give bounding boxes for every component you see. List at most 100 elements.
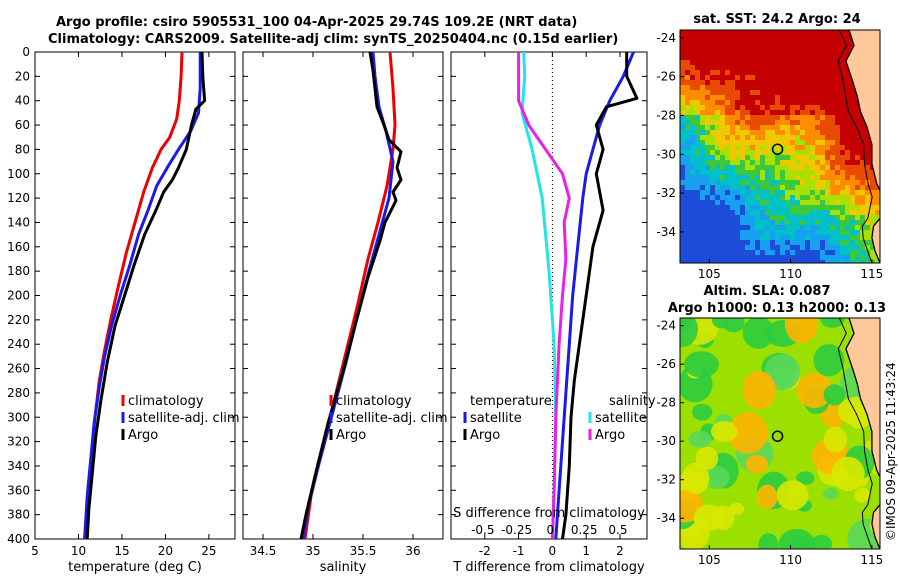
sst-cell	[715, 245, 720, 250]
sst-cell	[765, 125, 770, 130]
sst-cell	[800, 90, 805, 95]
sst-cell	[770, 245, 775, 250]
sst-cell	[780, 135, 785, 140]
sst-cell	[740, 235, 745, 240]
sst-cell	[710, 65, 715, 70]
sst-cell	[710, 215, 715, 220]
sst-cell	[825, 235, 830, 240]
sst-cell	[690, 135, 695, 140]
sst-cell	[745, 80, 750, 85]
sst-cell	[770, 90, 775, 95]
depth-tick-label: 340	[7, 459, 30, 473]
sst-cell	[750, 70, 755, 75]
sst-cell	[840, 170, 845, 175]
sst-cell	[865, 205, 870, 210]
sst-cell	[855, 225, 860, 230]
sst-cell	[700, 245, 705, 250]
sst-cell	[750, 235, 755, 240]
sst-cell	[710, 135, 715, 140]
sst-cell	[735, 170, 740, 175]
sst-cell	[750, 75, 755, 80]
sst-cell	[790, 45, 795, 50]
sst-cell	[855, 130, 860, 135]
sst-cell	[695, 230, 700, 235]
sst-cell	[725, 220, 730, 225]
sst-cell	[835, 155, 840, 160]
sst-cell	[680, 60, 685, 65]
sst-cell	[765, 230, 770, 235]
sst-cell	[745, 100, 750, 105]
sst-cell	[745, 220, 750, 225]
sst-cell	[750, 220, 755, 225]
sst-cell	[715, 95, 720, 100]
sst-cell	[730, 155, 735, 160]
sst-cell	[685, 245, 690, 250]
sst-cell	[745, 130, 750, 135]
sst-cell	[745, 210, 750, 215]
sst-cell	[750, 150, 755, 155]
sst-cell	[830, 150, 835, 155]
sst-cell	[820, 240, 825, 245]
sst-cell	[875, 210, 880, 215]
sst-cell	[770, 195, 775, 200]
sst-cell	[730, 180, 735, 185]
sst-cell	[705, 65, 710, 70]
sst-cell	[685, 65, 690, 70]
map-ytick-label: -28	[656, 396, 676, 410]
sst-cell	[755, 260, 760, 263]
sst-cell	[710, 115, 715, 120]
temperature-legend-argo-label: Argo	[128, 428, 158, 443]
sst-cell	[695, 45, 700, 50]
sst-cell	[740, 105, 745, 110]
sst-cell	[805, 135, 810, 140]
salinity-xtick-label: 35.5	[350, 544, 377, 558]
sst-cell	[695, 110, 700, 115]
sst-cell	[685, 195, 690, 200]
sst-cell	[770, 130, 775, 135]
sst-cell	[765, 135, 770, 140]
sst-cell	[855, 150, 860, 155]
sst-cell	[845, 225, 850, 230]
sst-cell	[815, 120, 820, 125]
map-xtick-label: 105	[698, 553, 721, 567]
sst-cell	[725, 35, 730, 40]
sst-cell	[825, 160, 830, 165]
sst-cell	[775, 95, 780, 100]
sst-cell	[700, 40, 705, 45]
sst-cell	[785, 50, 790, 55]
sst-cell	[855, 180, 860, 185]
sst-cell	[810, 65, 815, 70]
sst-cell	[830, 50, 835, 55]
sst-cell	[805, 155, 810, 160]
sst-cell	[795, 70, 800, 75]
sst-cell	[685, 230, 690, 235]
sst-cell	[695, 170, 700, 175]
sst-cell	[695, 250, 700, 255]
sst-cell	[785, 145, 790, 150]
sst-cell	[755, 210, 760, 215]
sst-cell	[710, 230, 715, 235]
sst-cell	[830, 110, 835, 115]
sst-cell	[860, 170, 865, 175]
sst-cell	[745, 235, 750, 240]
sst-cell	[820, 170, 825, 175]
sst-cell	[735, 100, 740, 105]
sst-cell	[850, 190, 855, 195]
sst-cell	[715, 210, 720, 215]
sst-cell	[745, 215, 750, 220]
sst-cell	[860, 150, 865, 155]
sst-cell	[835, 215, 840, 220]
sst-cell	[735, 145, 740, 150]
sst-cell	[850, 100, 855, 105]
sst-cell	[810, 230, 815, 235]
sst-cell	[680, 210, 685, 215]
sst-cell	[810, 180, 815, 185]
sst-cell	[775, 210, 780, 215]
sst-cell	[770, 45, 775, 50]
sst-cell	[865, 250, 870, 255]
temperature-xtick-label: 15	[114, 544, 129, 558]
sst-cell	[765, 80, 770, 85]
sst-cell	[735, 65, 740, 70]
sst-cell	[800, 200, 805, 205]
sst-cell	[815, 90, 820, 95]
